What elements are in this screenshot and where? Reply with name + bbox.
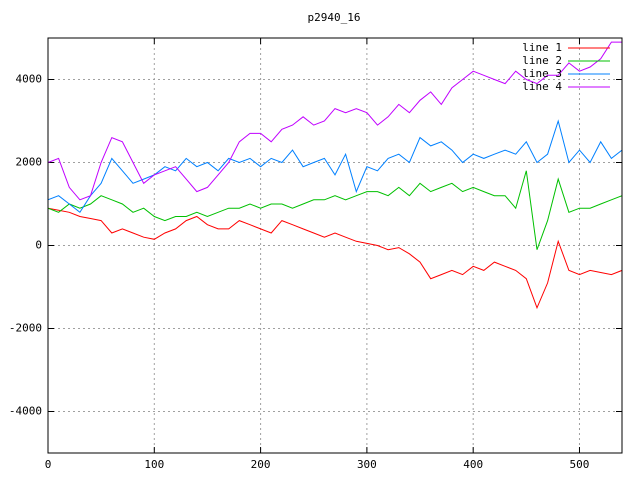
chart-title: p2940_16 [308,11,361,24]
x-tick-label: 500 [570,458,590,471]
legend-label: line 3 [522,67,562,80]
y-tick-label: 0 [35,239,42,252]
y-tick-label: -4000 [9,405,42,418]
data-line [48,41,622,201]
y-tick-label: 2000 [16,156,43,169]
data-line [48,170,622,250]
data-line [48,119,622,214]
legend-label: line 4 [522,80,562,93]
x-tick-label: 200 [251,458,271,471]
y-tick-label: -2000 [9,322,42,335]
data-line [48,207,622,310]
legend-label: line 2 [522,54,562,67]
x-tick-label: 100 [144,458,164,471]
legend-label: line 1 [522,41,562,54]
x-tick-label: 300 [357,458,377,471]
plot-border [47,37,623,454]
x-tick-label: 400 [463,458,483,471]
y-tick-label: 4000 [16,73,43,86]
x-tick-label: 0 [45,458,52,471]
